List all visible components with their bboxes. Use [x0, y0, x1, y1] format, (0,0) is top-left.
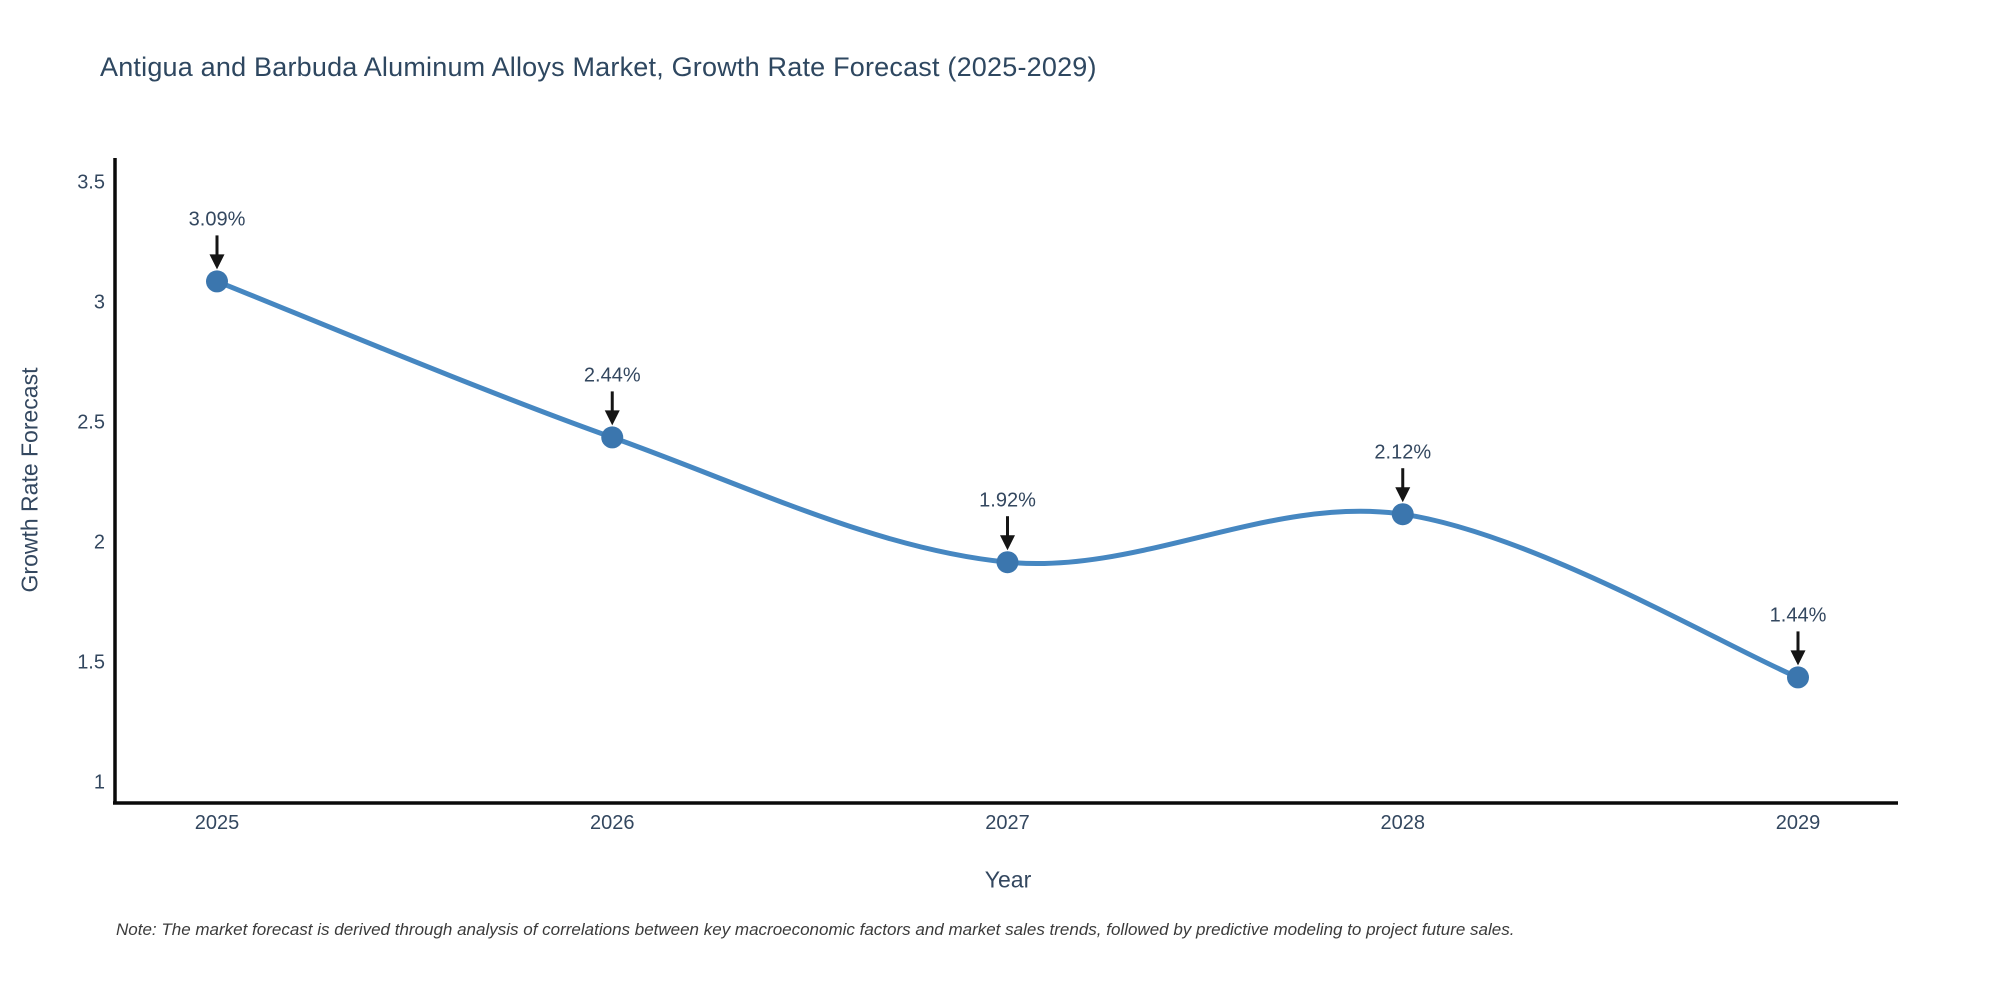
data-point-marker[interactable]	[601, 426, 624, 449]
arrow-head	[1790, 650, 1806, 666]
y-tick-label: 1.5	[77, 651, 105, 674]
annotation-arrows	[209, 235, 1806, 666]
data-point-marker[interactable]	[996, 551, 1019, 574]
arrow-head	[604, 410, 620, 426]
y-tick-label: 1	[93, 771, 105, 794]
data-label: 1.44%	[1769, 604, 1827, 627]
y-tick-label: 3	[93, 291, 105, 314]
arrow-head	[209, 254, 225, 270]
data-label: 1.92%	[979, 489, 1036, 512]
data-point-marker[interactable]	[206, 270, 228, 293]
y-tick-label: 2.5	[77, 411, 105, 434]
data-label: 2.12%	[1374, 441, 1432, 464]
x-tick-label: 2025	[194, 812, 240, 834]
data-label: 2.44%	[583, 364, 641, 387]
x-axis-title: Year	[984, 866, 1032, 893]
y-tick-label: 2	[93, 531, 105, 554]
data-point-marker[interactable]	[1787, 666, 1809, 689]
data-label: 3.09%	[188, 208, 246, 231]
chart-title: Antigua and Barbuda Aluminum Alloys Mark…	[100, 52, 1097, 82]
x-tick-label: 2028	[1380, 812, 1426, 834]
data-point-marker[interactable]	[1391, 503, 1414, 526]
footnote: Note: The market forecast is derived thr…	[116, 920, 1515, 939]
forecast-line	[216, 279, 1799, 680]
x-tick-label: 2029	[1775, 812, 1821, 834]
arrow-head	[1000, 535, 1015, 551]
x-tick-label: 2027	[985, 812, 1030, 834]
y-tick-label: 3.5	[77, 171, 105, 194]
arrow-head	[1395, 487, 1411, 503]
x-tick-label: 2026	[590, 812, 635, 834]
forecast-line-series	[206, 270, 1809, 689]
